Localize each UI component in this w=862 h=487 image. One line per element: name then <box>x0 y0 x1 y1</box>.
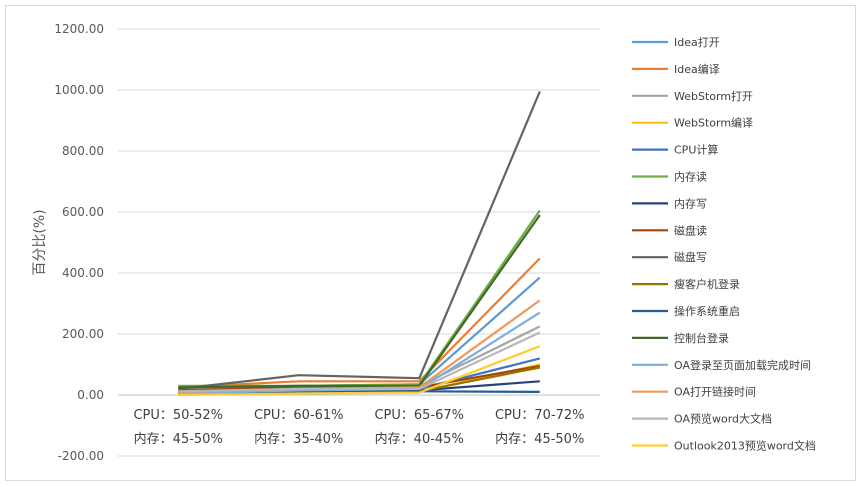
y-tick-label: 200.00 <box>62 327 104 341</box>
x-category-label-cpu: CPU：65-67% <box>374 408 464 423</box>
legend-label: 操作系统重启 <box>674 304 740 318</box>
legend-label: OA登录至页面加载完成时间 <box>674 358 811 372</box>
legend-label: 控制台登录 <box>674 331 729 345</box>
series-line-16 <box>178 345 541 397</box>
legend-label: WebStorm打开 <box>674 89 753 103</box>
legend-label: OA预览word大文档 <box>674 412 772 426</box>
chart-frame <box>5 5 856 481</box>
y-tick-label: 400.00 <box>62 266 104 280</box>
legend-label: 瘦客户机登录 <box>674 277 740 291</box>
x-category-label-memory: 内存：45-50% <box>495 431 584 447</box>
x-category-label-memory: 内存：35-40% <box>254 431 343 447</box>
x-category-label-memory: 内存：45-50% <box>134 431 223 447</box>
legend-label: OA打开链接时间 <box>674 385 756 399</box>
y-axis-title: 百分比(%) <box>32 209 48 275</box>
legend-label: Outlook2013预览word文档 <box>674 439 816 453</box>
legend-label: 内存读 <box>674 170 707 184</box>
legend-label: 磁盘读 <box>674 223 707 237</box>
y-tick-label: -200.00 <box>58 449 104 463</box>
legend-label: 磁盘写 <box>674 250 707 264</box>
series-line-12 <box>178 214 541 389</box>
x-category-label-cpu: CPU：50-52% <box>133 408 223 423</box>
legend-label: 内存写 <box>674 196 707 210</box>
series-line-9 <box>178 91 541 390</box>
x-category-label-cpu: CPU：60-61% <box>254 408 344 423</box>
y-tick-label: 1000.00 <box>54 83 104 97</box>
series-line-2 <box>178 257 541 389</box>
series-line-15 <box>178 331 541 393</box>
legend-label: Idea打开 <box>674 35 720 49</box>
y-tick-label: 1200.00 <box>54 22 104 36</box>
y-tick-label: 0.00 <box>77 388 104 402</box>
series-line-6 <box>178 209 541 387</box>
legend-label: Idea编译 <box>674 62 720 76</box>
x-category-label-cpu: CPU：70-72% <box>495 408 585 423</box>
y-tick-label: 800.00 <box>62 144 104 158</box>
legend-label: CPU计算 <box>674 143 718 157</box>
y-tick-label: 600.00 <box>62 205 104 219</box>
x-category-label-memory: 内存：40-45% <box>375 431 464 447</box>
legend-label: WebStorm编译 <box>674 116 753 130</box>
